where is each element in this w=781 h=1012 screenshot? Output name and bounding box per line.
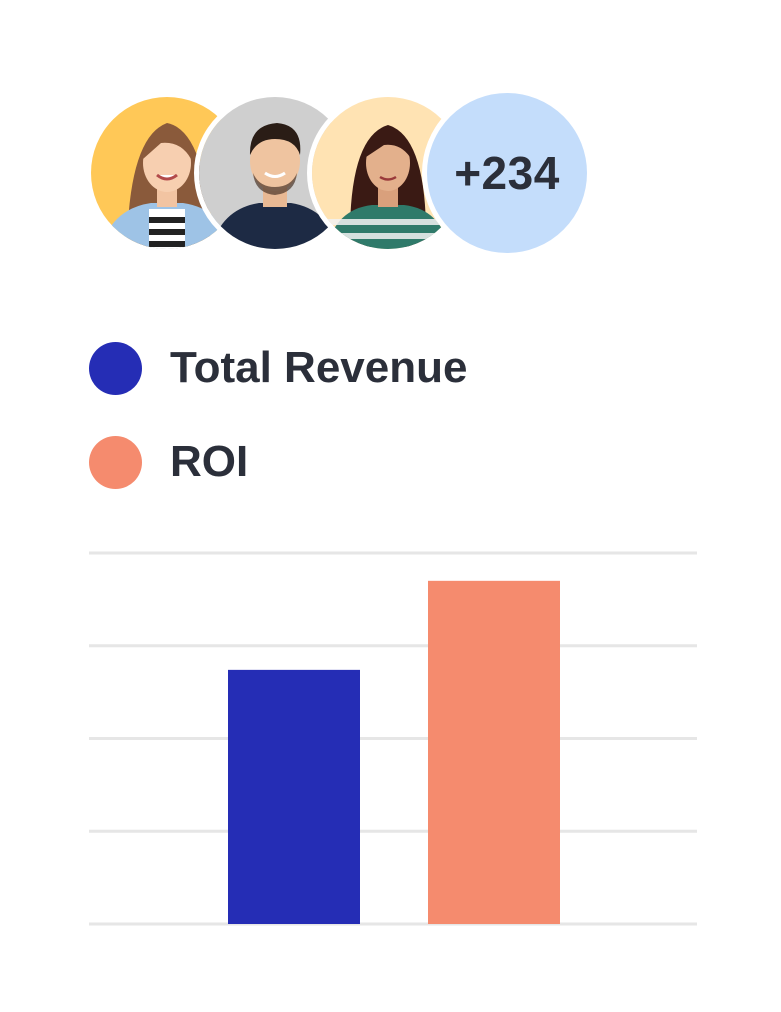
avatar-group: +234 <box>86 88 606 262</box>
chart-legend: Total Revenue ROI <box>89 340 467 528</box>
avatar[interactable] <box>86 92 248 254</box>
legend-item-roi[interactable]: ROI <box>89 434 467 490</box>
legend-label: ROI <box>170 437 249 486</box>
bar-total-revenue[interactable] <box>228 669 360 924</box>
woman-avatar-icon <box>312 97 464 249</box>
avatar[interactable] <box>307 92 469 254</box>
legend-label: Total Revenue <box>170 343 468 392</box>
legend-item-total-revenue[interactable]: Total Revenue <box>89 340 467 396</box>
more-users-badge[interactable]: +234 <box>422 88 592 258</box>
legend-swatch <box>89 435 142 489</box>
woman-avatar-icon <box>91 97 243 249</box>
legend-swatch <box>89 341 142 395</box>
bar-roi[interactable] <box>428 580 560 924</box>
